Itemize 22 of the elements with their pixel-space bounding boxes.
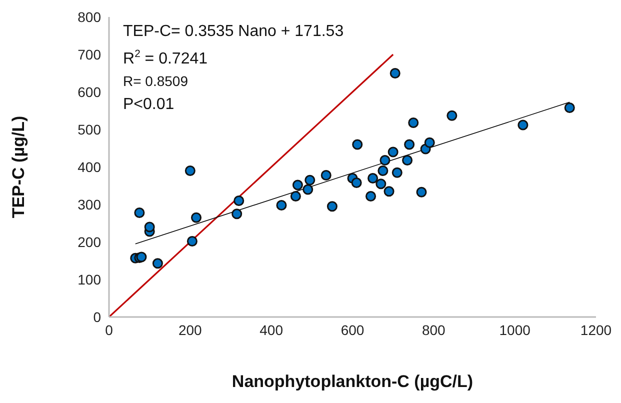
x-tick-label: 200 bbox=[178, 322, 202, 338]
annotation: R= 0.8509 bbox=[123, 73, 188, 90]
y-tick-label: 100 bbox=[78, 271, 102, 288]
y-axis-title: TEP-C (µg/L) bbox=[9, 116, 28, 218]
y-tick-label: 200 bbox=[78, 234, 102, 250]
y-tick-label: 0 bbox=[93, 308, 102, 325]
x-tick-label: 0 bbox=[105, 322, 114, 338]
y-tick-label: 800 bbox=[78, 8, 102, 25]
x-tick-label: 400 bbox=[260, 322, 284, 338]
y-tick-label: 500 bbox=[78, 121, 102, 138]
y-tick-label: 600 bbox=[78, 84, 102, 100]
x-axis-title: Nanophytoplankton-C (µgC/L) bbox=[232, 372, 474, 391]
y-tick-label: 400 bbox=[78, 158, 102, 175]
annotation: P<0.01 bbox=[123, 96, 174, 114]
y-tick-label: 700 bbox=[78, 46, 102, 62]
x-tick-label: 600 bbox=[340, 322, 364, 338]
annotation: TEP-C= 0.3535 Nano + 171.53 bbox=[123, 23, 344, 40]
y-tick-label: 300 bbox=[78, 196, 102, 212]
x-tick-label: 800 bbox=[422, 322, 446, 338]
x-tick-label: 1000 bbox=[499, 322, 531, 338]
x-tick-label: 1200 bbox=[580, 322, 612, 338]
annotation: R$^{2}$ = 0.7241 bbox=[123, 49, 208, 68]
